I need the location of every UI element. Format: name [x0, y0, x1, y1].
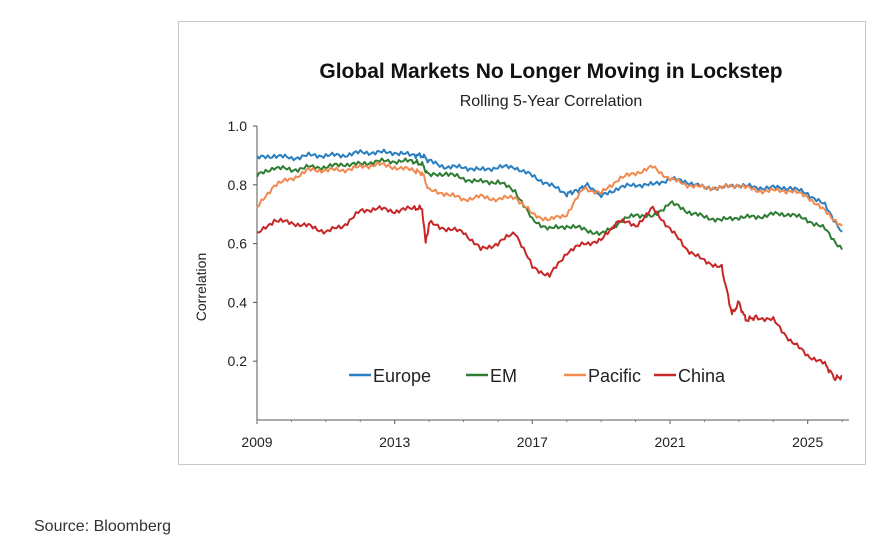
series-line-pacific: [256, 161, 843, 227]
y-axis-label: Correlation: [193, 253, 209, 321]
y-tick-label: 1.0: [228, 118, 248, 134]
x-tick-label: 2017: [517, 434, 548, 450]
legend-label-europe: Europe: [373, 366, 431, 386]
axes: 0.2 0.4 0.6 0.8 1.0 2009 2013 2017 2021 2025: [228, 118, 849, 450]
y-tick-label: 0.6: [228, 236, 248, 252]
y-tick-label: 0.4: [228, 294, 248, 310]
chart-frame: Global Markets No Longer Moving in Locks…: [178, 21, 866, 465]
x-tick-label: 2025: [792, 434, 823, 450]
legend: Europe EM Pacific China: [349, 366, 726, 386]
chart-svg: Global Markets No Longer Moving in Locks…: [193, 60, 849, 450]
series-line-china: [256, 204, 843, 382]
x-tick-label: 2009: [241, 434, 272, 450]
legend-label-em: EM: [490, 366, 517, 386]
y-tick-label: 0.2: [228, 353, 248, 369]
series-line-europe: [256, 148, 843, 233]
legend-label-pacific: Pacific: [588, 366, 641, 386]
x-tick-label: 2013: [379, 434, 410, 450]
source-note: Source: Bloomberg: [34, 518, 171, 535]
y-tick-label: 0.8: [228, 177, 248, 193]
series-lines: [256, 148, 843, 382]
chart-subtitle: Rolling 5-Year Correlation: [460, 93, 643, 110]
chart-title: Global Markets No Longer Moving in Locks…: [319, 60, 782, 83]
series-line-em: [256, 157, 843, 250]
legend-label-china: China: [678, 366, 726, 386]
x-tick-label: 2021: [654, 434, 685, 450]
